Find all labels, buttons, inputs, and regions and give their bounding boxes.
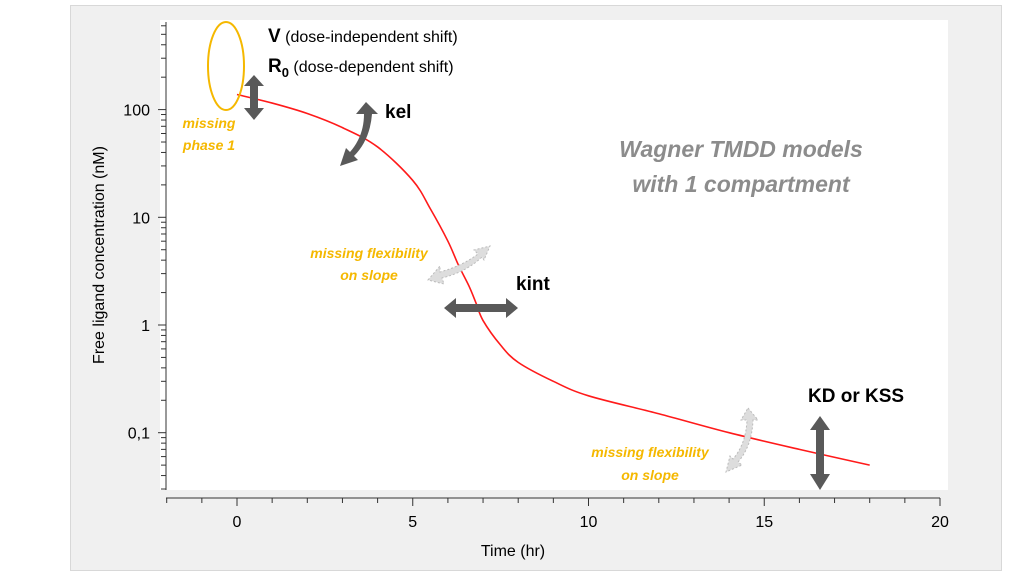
svg-text:R0 (dose-dependent shift): R0 (dose-dependent shift) — [268, 56, 454, 81]
x-tick-label: 5 — [408, 514, 417, 531]
v-label: V — [268, 26, 281, 47]
svg-text:V (dose-independent shift): V (dose-independent shift) — [268, 26, 458, 47]
flex2-line-2: on slope — [621, 467, 679, 483]
y-axis-label: Free ligand concentration (nM) — [91, 146, 108, 364]
y-tick-label: 0,1 — [128, 426, 150, 443]
r0-double-arrow-icon — [244, 75, 264, 120]
v-annotation: V (dose-independent shift) R0 (dose-depe… — [268, 26, 458, 81]
x-tick-label: 10 — [580, 514, 598, 531]
plot-area — [160, 20, 948, 490]
flex1-line-1: missing flexibility — [310, 245, 429, 261]
x-tick-label: 20 — [931, 514, 949, 531]
kel-label: kel — [385, 102, 411, 123]
flex1-curved-arrow-icon — [427, 245, 491, 285]
r0-label: R — [268, 56, 282, 77]
r0-subscript: 0 — [282, 65, 289, 80]
x-tick-label: 0 — [233, 514, 242, 531]
series-line — [236, 93, 870, 466]
x-axis-label: Time (hr) — [481, 543, 545, 560]
title-line-1: Wagner TMDD models — [619, 136, 863, 162]
flex-arrows — [427, 245, 760, 473]
flex2-line-1: missing flexibility — [591, 444, 710, 460]
flex2-curved-arrow-icon — [725, 407, 760, 473]
missing-phase-line-2: phase 1 — [182, 137, 235, 153]
kint-label: kint — [516, 274, 550, 295]
y-tick-label: 100 — [123, 103, 150, 120]
r0-desc: (dose-dependent shift) — [293, 59, 453, 76]
y-tick-label: 10 — [132, 210, 150, 227]
v-desc: (dose-independent shift) — [285, 29, 458, 46]
missing-phase-line-1: missing — [183, 115, 236, 131]
kd-double-arrow-icon — [810, 416, 830, 490]
kd-label: KD or KSS — [808, 386, 904, 407]
kel-curved-arrow-icon — [340, 102, 378, 166]
y-tick-label: 1 — [141, 318, 150, 335]
arrows — [244, 75, 830, 490]
missing-phase-ellipse — [207, 21, 245, 111]
title-line-2: with 1 compartment — [632, 171, 851, 197]
flex1-line-2: on slope — [340, 267, 398, 283]
kint-double-arrow-icon — [444, 298, 518, 318]
chart-title: Wagner TMDD models with 1 compartment — [619, 136, 863, 197]
x-tick-label: 15 — [755, 514, 773, 531]
